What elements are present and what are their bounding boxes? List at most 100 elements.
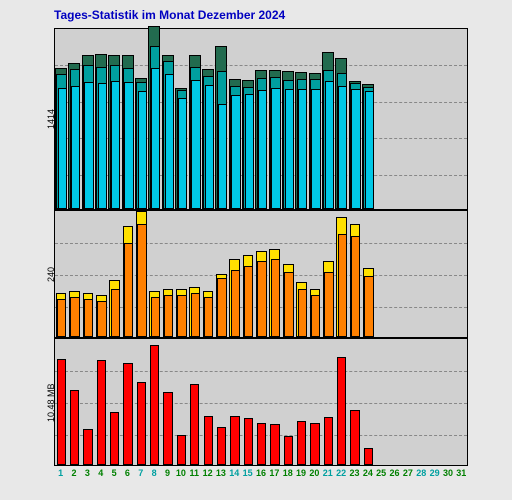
- bar-seiten-12: [205, 85, 214, 209]
- panel-top: [54, 28, 468, 210]
- x-tick-19: 19: [296, 468, 306, 478]
- bar-rechner-22: [338, 234, 347, 337]
- bar-volumen-23: [350, 410, 359, 465]
- x-tick-31: 31: [456, 468, 466, 478]
- bar-rechner-1: [57, 299, 66, 337]
- x-tick-28: 28: [416, 468, 426, 478]
- bar-volumen-2: [70, 390, 79, 465]
- bar-rechner-13: [217, 278, 226, 337]
- bar-volumen-18: [284, 436, 293, 465]
- x-tick-29: 29: [430, 468, 440, 478]
- chart-title: Tages-Statistik im Monat Dezember 2024: [54, 8, 285, 22]
- bar-rechner-14: [231, 270, 240, 337]
- bar-volumen-15: [244, 418, 253, 465]
- bar-volumen-6: [123, 363, 132, 465]
- bar-rechner-4: [97, 301, 106, 337]
- bar-seiten-19: [298, 89, 307, 209]
- bar-rechner-12: [204, 297, 213, 337]
- x-tick-1: 1: [58, 468, 63, 478]
- bar-volumen-12: [204, 416, 213, 465]
- bar-seiten-10: [178, 98, 187, 209]
- bar-rechner-20: [311, 295, 320, 337]
- bar-seiten-7: [138, 91, 147, 209]
- bar-rechner-17: [271, 259, 280, 337]
- bar-volumen-3: [83, 429, 92, 465]
- bar-volumen-22: [337, 357, 346, 465]
- bar-volumen-24: [364, 448, 373, 465]
- bar-rechner-2: [70, 297, 79, 337]
- bar-seiten-5: [111, 81, 120, 209]
- bar-volumen-17: [270, 424, 279, 465]
- bar-seiten-24: [365, 91, 374, 209]
- bar-volumen-20: [310, 423, 319, 465]
- bar-rechner-11: [191, 293, 200, 337]
- x-tick-2: 2: [72, 468, 77, 478]
- x-tick-26: 26: [390, 468, 400, 478]
- bar-seiten-9: [165, 74, 174, 209]
- x-tick-12: 12: [203, 468, 213, 478]
- bar-seiten-13: [218, 104, 227, 209]
- bar-volumen-8: [150, 345, 159, 465]
- panel-middle: [54, 210, 468, 338]
- bar-volumen-21: [324, 417, 333, 465]
- x-tick-9: 9: [165, 468, 170, 478]
- x-tick-23: 23: [349, 468, 359, 478]
- bar-rechner-9: [164, 295, 173, 337]
- bar-volumen-1: [57, 359, 66, 465]
- bar-seiten-20: [311, 89, 320, 209]
- y-label-top: 1414: [46, 109, 56, 129]
- x-axis: 1234567891011121314151617181920212223242…: [54, 468, 468, 482]
- bar-seiten-1: [58, 88, 67, 209]
- y-label-bottom: 10.48 MB: [46, 383, 56, 422]
- bar-rechner-10: [177, 295, 186, 337]
- bar-volumen-16: [257, 423, 266, 465]
- bar-volumen-14: [230, 416, 239, 465]
- bar-seiten-15: [245, 94, 254, 209]
- x-tick-22: 22: [336, 468, 346, 478]
- bar-seiten-16: [258, 90, 267, 209]
- bar-seiten-3: [84, 82, 93, 209]
- bar-rechner-3: [84, 299, 93, 337]
- bar-seiten-14: [231, 95, 240, 209]
- bar-rechner-5: [111, 289, 120, 337]
- x-tick-25: 25: [376, 468, 386, 478]
- x-tick-3: 3: [85, 468, 90, 478]
- bar-rechner-15: [244, 266, 253, 337]
- bar-rechner-7: [137, 224, 146, 337]
- x-tick-8: 8: [152, 468, 157, 478]
- bar-rechner-23: [351, 236, 360, 337]
- y-label-middle: 240: [46, 266, 56, 281]
- bar-rechner-19: [298, 289, 307, 337]
- bar-volumen-9: [163, 392, 172, 465]
- x-tick-20: 20: [309, 468, 319, 478]
- chart-container: Tages-Statistik im Monat Dezember 2024 V…: [0, 0, 512, 500]
- bar-rechner-6: [124, 243, 133, 338]
- bar-volumen-4: [97, 360, 106, 465]
- bar-volumen-10: [177, 435, 186, 465]
- x-tick-4: 4: [98, 468, 103, 478]
- bar-seiten-23: [351, 89, 360, 209]
- x-tick-13: 13: [216, 468, 226, 478]
- bar-rechner-21: [324, 272, 333, 337]
- bar-seiten-4: [98, 83, 107, 209]
- bar-volumen-13: [217, 427, 226, 465]
- bar-rechner-16: [257, 261, 266, 337]
- bar-seiten-2: [71, 86, 80, 209]
- x-tick-18: 18: [283, 468, 293, 478]
- x-tick-15: 15: [243, 468, 253, 478]
- bar-volumen-7: [137, 382, 146, 465]
- x-tick-27: 27: [403, 468, 413, 478]
- x-tick-10: 10: [176, 468, 186, 478]
- x-tick-7: 7: [138, 468, 143, 478]
- bar-rechner-8: [151, 297, 160, 337]
- bar-seiten-6: [124, 82, 133, 209]
- x-tick-6: 6: [125, 468, 130, 478]
- bar-volumen-19: [297, 421, 306, 465]
- x-tick-5: 5: [112, 468, 117, 478]
- bar-seiten-18: [285, 89, 294, 209]
- x-tick-14: 14: [229, 468, 239, 478]
- x-tick-24: 24: [363, 468, 373, 478]
- bar-seiten-22: [338, 86, 347, 209]
- panel-bottom: [54, 338, 468, 466]
- bar-seiten-21: [325, 81, 334, 209]
